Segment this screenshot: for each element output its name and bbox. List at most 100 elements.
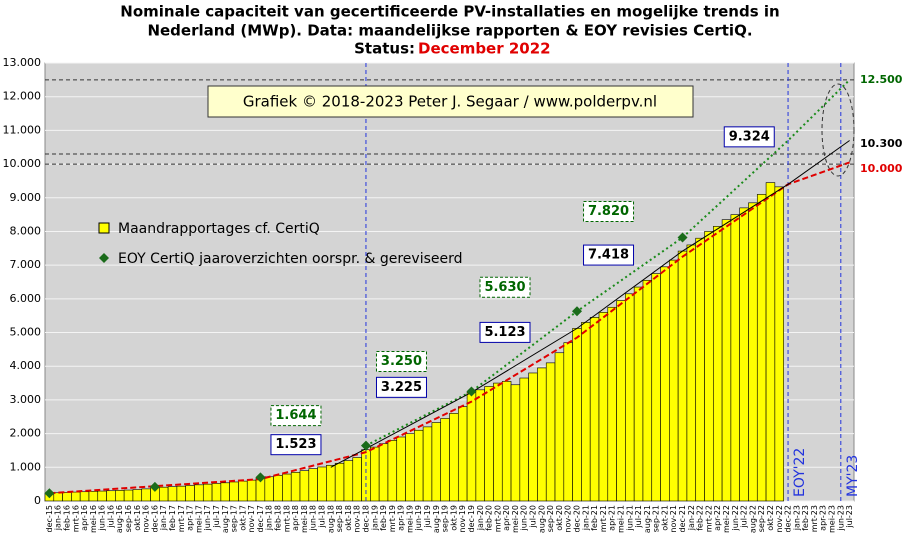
bar	[343, 460, 354, 502]
bar	[194, 484, 204, 502]
trend-line	[330, 140, 850, 468]
x-tick-label: mei-22	[722, 505, 731, 533]
x-tick-label: jul-19	[423, 505, 432, 529]
x-tick-label: apr-20	[502, 505, 511, 531]
x-tick-label: dec-22	[784, 505, 793, 532]
bar	[457, 406, 468, 502]
x-tick-label: apr-21	[608, 505, 617, 531]
x-tick-label: sep-19	[441, 505, 450, 532]
x-tick-label: nov-21	[669, 505, 678, 533]
bar	[466, 392, 477, 502]
x-tick-label: nov-17	[247, 505, 256, 533]
bar	[660, 266, 670, 502]
reference-label: 10.000	[860, 162, 903, 175]
bar	[493, 382, 503, 502]
x-tick-label: jun-19	[414, 505, 423, 531]
bar	[554, 352, 565, 502]
copyright: Grafiek © 2018-2023 Peter J. Segaar / ww…	[243, 93, 657, 111]
trend-line	[49, 161, 850, 495]
x-tick-label: jul-16	[106, 505, 115, 529]
x-tick-label: jul-18	[317, 505, 326, 529]
x-tick-label: jun-21	[625, 505, 634, 531]
x-tick-label: okt-17	[238, 505, 247, 531]
x-tick-label: feb-23	[801, 505, 810, 531]
x-tick-label: dec-21	[678, 505, 687, 532]
x-tick-label: jun-17	[203, 505, 212, 531]
annotation-label: 3.225	[381, 380, 422, 395]
status: December 2022	[418, 40, 551, 58]
eoy-marker	[44, 488, 55, 499]
legend-label: Maandrapportages cf. CertiQ	[118, 221, 320, 237]
bar	[308, 468, 318, 502]
annotation-label: 1.523	[275, 437, 316, 452]
reference-label: 12.500	[860, 73, 903, 86]
bar	[211, 483, 222, 502]
bar	[79, 491, 90, 502]
bar	[238, 480, 248, 502]
bar	[53, 492, 63, 502]
bar	[449, 413, 459, 502]
bar	[273, 475, 283, 502]
x-tick-label: apr-16	[80, 505, 89, 531]
bar	[774, 186, 784, 502]
x-tick-label: apr-23	[819, 505, 828, 531]
x-tick-label: dec-19	[467, 505, 476, 532]
x-tick-label: nov-19	[458, 505, 467, 533]
y-tick-label: 4.000	[10, 359, 42, 372]
x-tick-label: okt-19	[449, 505, 458, 531]
x-tick-label: mrt-20	[493, 505, 502, 532]
y-tick-label: 10.000	[3, 157, 42, 170]
bar	[414, 429, 424, 502]
x-tick-label: jul-21	[634, 505, 643, 529]
x-tick-label: nov-22	[775, 505, 784, 533]
x-tick-label: apr-18	[291, 505, 300, 531]
y-tick-label: 11.000	[3, 123, 42, 136]
bar	[159, 486, 169, 502]
annotation-label: 5.630	[484, 280, 525, 295]
bar	[431, 422, 442, 502]
x-tick-label: jul-22	[740, 505, 749, 529]
x-tick-label: jan-17	[159, 505, 168, 531]
bar	[229, 481, 239, 502]
annotation-box	[375, 351, 427, 372]
bar	[765, 182, 776, 502]
bar	[167, 486, 178, 502]
bar	[616, 300, 626, 502]
y-tick-label: 13.000	[3, 56, 42, 69]
annotation-box	[583, 244, 635, 266]
y-tick-label: 5.000	[10, 326, 42, 339]
bar	[71, 491, 81, 502]
x-tick-label: jan-21	[581, 505, 590, 531]
bar	[290, 472, 301, 502]
eoy-marker	[360, 440, 371, 451]
bar	[730, 214, 740, 502]
bar	[282, 473, 292, 502]
x-tick-label: jun-18	[309, 505, 318, 531]
x-tick-label: feb-18	[274, 505, 283, 531]
bar	[739, 207, 749, 502]
x-tick-label: feb-19	[379, 505, 388, 531]
x-tick-label: mrt-16	[71, 505, 80, 532]
eoy-marker	[149, 481, 160, 492]
x-tick-label: sep-21	[652, 505, 661, 532]
x-tick-label: nov-16	[142, 505, 151, 533]
x-tick-label: apr-17	[186, 505, 195, 531]
x-tick-label: dec-16	[150, 505, 159, 532]
status-label: Status:	[354, 40, 415, 58]
bar	[352, 457, 362, 502]
x-tick-label: nov-18	[353, 505, 362, 533]
y-tick-label: 12.000	[3, 90, 42, 103]
bar	[317, 466, 327, 502]
bar	[475, 389, 485, 502]
x-tick-label: okt-20	[555, 505, 564, 531]
bar	[185, 485, 195, 502]
annotation-box	[723, 126, 775, 148]
reference-label: 10.300	[860, 137, 903, 150]
bar	[484, 386, 494, 502]
x-tick-label: mei-19	[405, 505, 414, 533]
bar	[677, 250, 688, 502]
x-tick-label: aug-21	[643, 505, 652, 533]
bar	[141, 488, 151, 502]
bar	[563, 342, 573, 502]
x-tick-label: feb-22	[696, 505, 705, 531]
